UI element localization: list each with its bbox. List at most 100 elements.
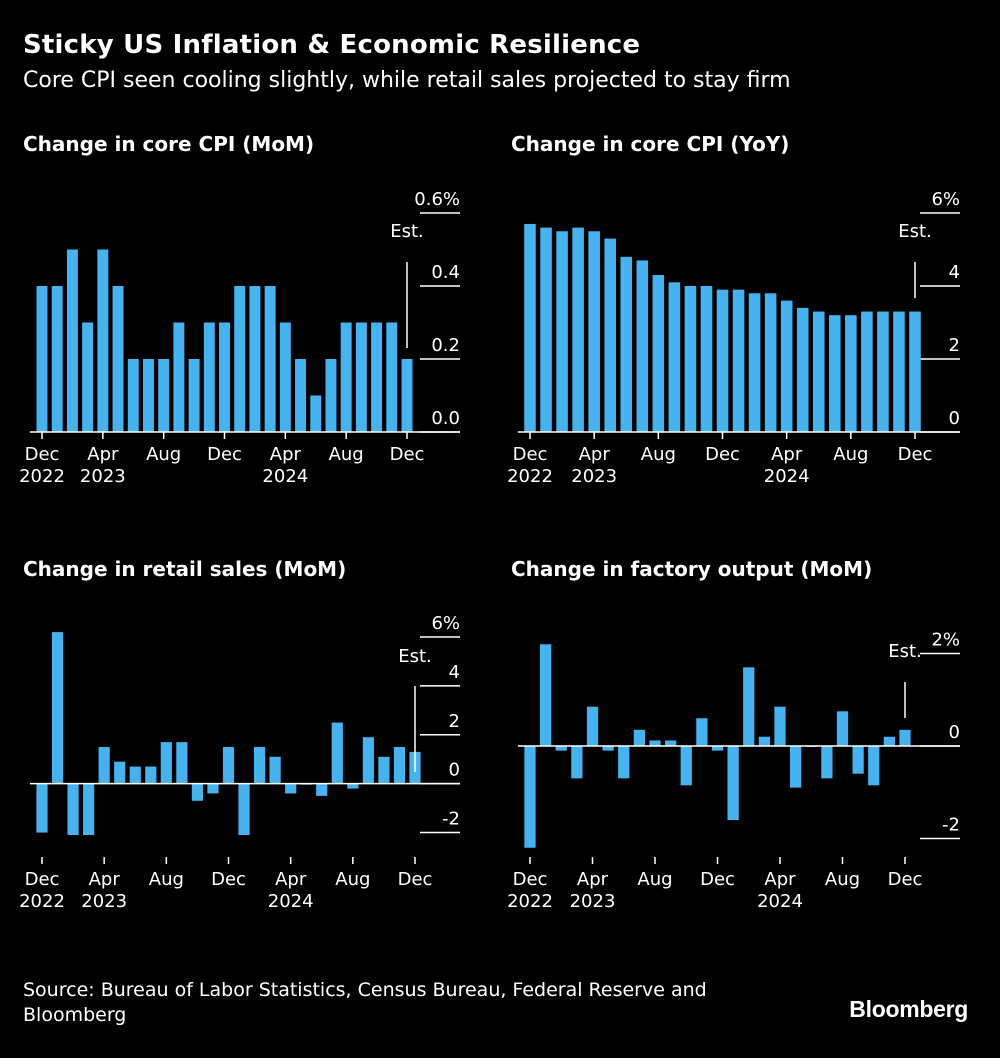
x-tick-label: Aug xyxy=(146,444,181,465)
y-tick-label: 6% xyxy=(931,189,960,210)
bar xyxy=(378,756,390,784)
bar xyxy=(112,286,124,432)
bar xyxy=(636,260,649,432)
bar xyxy=(67,783,79,835)
x-tick-label: Dec xyxy=(898,444,933,465)
y-tick-label: 0 xyxy=(949,408,960,429)
y-tick-label: -2 xyxy=(942,815,960,836)
bar xyxy=(127,359,139,432)
x-tick-label: Aug xyxy=(825,869,860,890)
bar xyxy=(684,286,697,432)
bar xyxy=(331,722,343,784)
bar xyxy=(893,311,905,432)
y-tick-label: 0 xyxy=(949,722,960,743)
y-tick-label: 4 xyxy=(949,262,960,283)
x-tick-label: Dec xyxy=(513,444,548,465)
bar xyxy=(142,359,154,432)
bar xyxy=(883,736,895,746)
bar xyxy=(97,249,109,432)
y-tick-label: -2 xyxy=(442,809,460,830)
x-tick-label: Apr xyxy=(764,869,796,890)
bar xyxy=(680,746,692,786)
bar xyxy=(264,286,276,432)
bar xyxy=(269,756,281,784)
bar xyxy=(845,315,857,432)
x-tick-label: Dec xyxy=(207,444,242,465)
bar xyxy=(83,783,95,835)
x-tick-label: Apr xyxy=(89,869,121,890)
bar xyxy=(780,300,793,432)
x-tick-year-label: 2023 xyxy=(570,891,616,912)
bar xyxy=(588,231,600,432)
bar xyxy=(295,359,307,432)
x-tick-year-label: 2023 xyxy=(571,466,617,487)
x-tick-label: Aug xyxy=(641,444,676,465)
x-tick-label: Apr xyxy=(579,444,611,465)
bar xyxy=(158,359,170,432)
bar xyxy=(790,746,802,788)
bar xyxy=(401,359,413,432)
bar xyxy=(868,746,880,786)
chart-title-factory-output-mom: Change in factory output (MoM) xyxy=(511,557,873,581)
bar xyxy=(774,706,786,746)
bar xyxy=(727,746,739,820)
bar xyxy=(191,783,204,801)
bar xyxy=(316,783,328,796)
bar xyxy=(649,740,661,746)
bar xyxy=(665,740,677,746)
x-tick-year-label: 2024 xyxy=(262,466,308,487)
bar xyxy=(700,286,713,432)
bar xyxy=(279,322,291,432)
chart-title-core-cpi-yoy: Change in core CPI (YoY) xyxy=(511,132,790,156)
bar xyxy=(203,322,215,432)
x-tick-label: Dec xyxy=(888,869,923,890)
bar xyxy=(909,311,921,432)
y-tick-label: 2 xyxy=(949,335,960,356)
y-tick-label: 0 xyxy=(449,760,460,781)
x-tick-label: Dec xyxy=(211,869,246,890)
bar xyxy=(66,249,78,432)
bar xyxy=(129,766,141,784)
bar xyxy=(160,742,172,784)
y-tick-label: 0.0 xyxy=(431,408,460,429)
bar xyxy=(325,359,337,432)
bar xyxy=(340,322,352,432)
bar xyxy=(602,746,614,751)
bar xyxy=(899,729,911,746)
bar xyxy=(743,667,755,746)
bar xyxy=(555,746,567,751)
y-tick-label: 6% xyxy=(431,613,460,634)
page-subtitle: Core CPI seen cooling slightly, while re… xyxy=(23,68,791,93)
bar xyxy=(540,227,552,432)
bar xyxy=(633,729,645,746)
x-tick-label: Dec xyxy=(705,444,740,465)
y-tick-label: 0.4 xyxy=(431,262,460,283)
bar xyxy=(618,746,630,779)
x-tick-label: Aug xyxy=(329,444,364,465)
bar xyxy=(540,644,552,746)
bar xyxy=(98,747,110,784)
x-tick-year-label: 2022 xyxy=(507,466,553,487)
chart-title-retail-sales-mom: Change in retail sales (MoM) xyxy=(23,557,347,581)
bar xyxy=(347,783,359,789)
y-tick-label: 0.6% xyxy=(414,189,460,210)
bar xyxy=(253,747,266,784)
estimate-label: Est. xyxy=(398,646,432,667)
bar xyxy=(234,286,246,432)
bar xyxy=(556,231,568,432)
y-tick-label: 2 xyxy=(449,711,460,732)
bar xyxy=(732,289,745,432)
bar xyxy=(572,227,584,432)
x-tick-year-label: 2024 xyxy=(268,891,314,912)
x-tick-label: Apr xyxy=(275,869,307,890)
bar xyxy=(861,311,873,432)
bar xyxy=(176,742,188,784)
bar xyxy=(711,746,724,751)
bar xyxy=(222,747,235,784)
bar xyxy=(238,783,250,835)
bar xyxy=(82,322,94,432)
